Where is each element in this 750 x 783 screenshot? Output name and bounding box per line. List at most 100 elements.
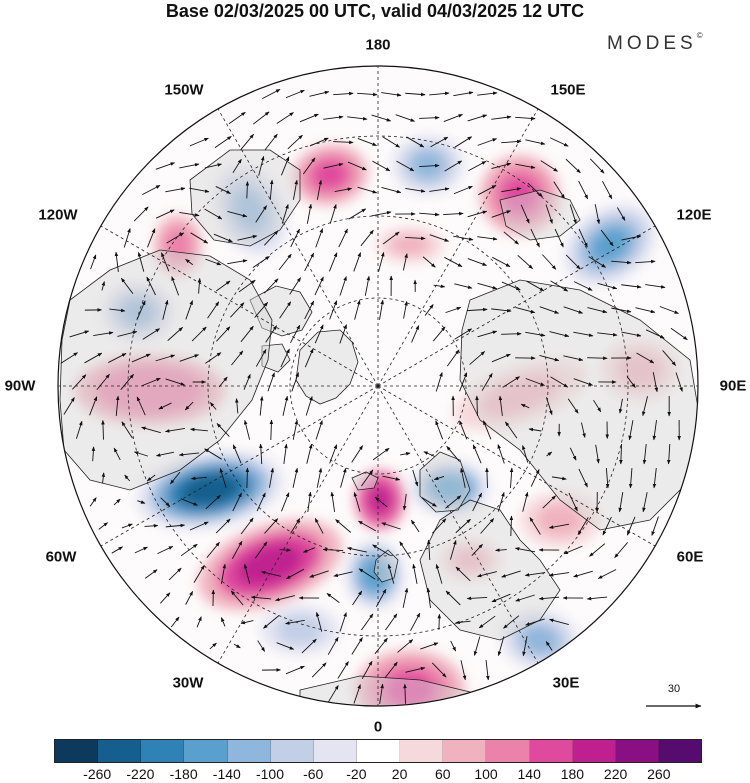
wind-vector bbox=[645, 329, 665, 339]
wind-vector bbox=[589, 543, 606, 557]
label-120e: 120E bbox=[676, 206, 712, 224]
wind-vector bbox=[621, 284, 642, 289]
wind-vector bbox=[501, 139, 522, 144]
wind-vectors bbox=[60, 88, 688, 704]
colorbar-segment bbox=[227, 740, 271, 762]
wind-vector bbox=[573, 570, 593, 578]
wind-vector bbox=[340, 467, 347, 488]
colorbar-segment bbox=[529, 740, 573, 762]
wind-vector bbox=[445, 495, 462, 509]
wind-vector bbox=[347, 116, 368, 121]
wind-vector bbox=[395, 114, 416, 122]
wind-vector bbox=[432, 518, 447, 534]
wind-vector bbox=[515, 163, 536, 169]
wind-vector bbox=[338, 228, 348, 248]
wind-vector bbox=[233, 643, 241, 649]
map-disk bbox=[58, 66, 698, 706]
wind-vector bbox=[136, 300, 146, 320]
wind-vector bbox=[276, 112, 294, 124]
wind-vector bbox=[652, 420, 657, 441]
wind-vector bbox=[90, 254, 97, 270]
meridian-line bbox=[100, 225, 379, 387]
wind-vector bbox=[205, 494, 221, 510]
wind-vector bbox=[260, 570, 282, 577]
wind-vector bbox=[101, 281, 106, 291]
wind-vector bbox=[255, 541, 268, 559]
wind-vector bbox=[503, 615, 520, 629]
wind-vector bbox=[467, 307, 488, 312]
wind-vector bbox=[471, 543, 483, 557]
wind-vector bbox=[602, 180, 613, 200]
wind-vector bbox=[179, 354, 200, 362]
wind-vector bbox=[230, 590, 244, 606]
wind-vector bbox=[113, 447, 121, 461]
wind-vector bbox=[412, 469, 419, 487]
wind-vector bbox=[304, 252, 315, 272]
alaska-landmass bbox=[189, 149, 301, 247]
wind-vector bbox=[89, 396, 98, 416]
wind-vector bbox=[385, 613, 398, 631]
wind-vector bbox=[477, 138, 498, 146]
wind-vector bbox=[405, 236, 426, 241]
wind-vector bbox=[581, 422, 586, 438]
wind-vector bbox=[264, 133, 278, 151]
wind-vector bbox=[252, 256, 270, 268]
wind-vector bbox=[185, 590, 194, 605]
wind-vector bbox=[137, 500, 146, 504]
wind-vector bbox=[411, 325, 420, 343]
wind-vector bbox=[264, 518, 279, 534]
wind-vector bbox=[155, 354, 176, 362]
colorbar-tick-label: -220 bbox=[126, 766, 155, 782]
wind-vector bbox=[423, 451, 435, 457]
colorbar-segment bbox=[184, 740, 228, 762]
wind-vector bbox=[263, 615, 280, 629]
wind-vector bbox=[515, 594, 535, 602]
anomaly-contour bbox=[389, 234, 431, 256]
wind-vector bbox=[353, 252, 361, 272]
wind-vector bbox=[329, 252, 338, 272]
wind-vector bbox=[597, 282, 618, 290]
wind-vector bbox=[144, 524, 159, 528]
wind-vector bbox=[165, 523, 186, 528]
wind-vector bbox=[546, 451, 553, 457]
wind-vector bbox=[587, 356, 608, 360]
wind-vector bbox=[120, 277, 134, 295]
wind-vector bbox=[280, 156, 290, 176]
wind-vector bbox=[381, 187, 402, 194]
wind-vector bbox=[358, 520, 377, 532]
wind-vector bbox=[281, 492, 290, 512]
wind-vector bbox=[216, 423, 230, 437]
label-30w: 30W bbox=[172, 674, 204, 692]
colorbar-segment bbox=[572, 740, 616, 762]
wind-vector bbox=[245, 467, 250, 489]
wind-vector bbox=[455, 620, 471, 625]
wind-vector bbox=[144, 569, 158, 579]
wind-vector bbox=[259, 443, 263, 465]
wind-vector bbox=[469, 351, 486, 365]
wind-vector bbox=[231, 350, 244, 366]
wind-vector bbox=[586, 596, 608, 601]
wind-vector bbox=[492, 256, 511, 268]
wind-vector bbox=[453, 185, 473, 195]
wind-vector bbox=[605, 467, 610, 489]
wind-vector bbox=[433, 284, 446, 289]
wind-vector bbox=[124, 474, 131, 482]
wind-vector bbox=[191, 326, 207, 342]
wind-vector bbox=[357, 186, 378, 194]
wind-vector bbox=[255, 349, 267, 367]
wind-vector bbox=[215, 186, 231, 194]
wind-vector bbox=[402, 493, 407, 511]
wind-vector bbox=[205, 352, 222, 364]
wind-vector bbox=[475, 395, 479, 417]
colorbar-tick-label: 100 bbox=[474, 766, 498, 782]
colorbar-segment bbox=[270, 740, 314, 762]
wind-vector bbox=[215, 280, 231, 292]
wind-vector bbox=[289, 277, 302, 295]
wind-vector bbox=[588, 256, 607, 268]
wind-vector bbox=[279, 301, 292, 319]
wind-vector bbox=[204, 448, 222, 460]
meridian-line bbox=[377, 385, 656, 547]
wind-vector bbox=[316, 179, 323, 200]
wind-vector bbox=[250, 595, 272, 600]
wind-vector bbox=[478, 184, 497, 196]
